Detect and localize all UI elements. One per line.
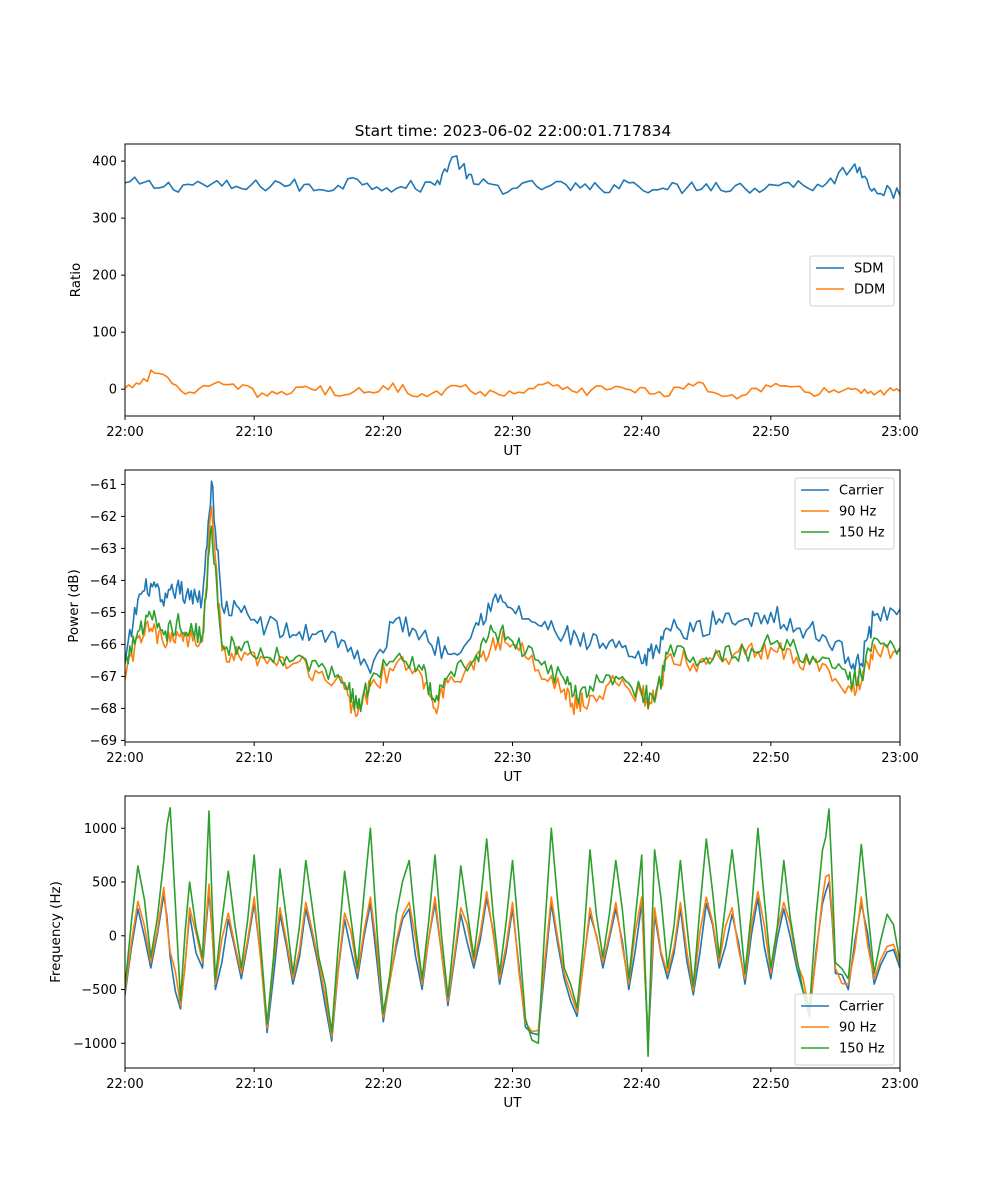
y-tick-label: −64	[90, 574, 117, 589]
x-tick-label: 22:40	[623, 1077, 660, 1092]
chart-panel-2: 22:00 22:10 22:20 22:30 22:40 22:50 23:00 −69 −6…	[66, 469, 919, 785]
y-axis-label: Power (dB)	[66, 569, 82, 642]
y-tick-label: −500	[81, 983, 117, 998]
x-tick-label: 22:50	[752, 1077, 789, 1092]
x-tick-label: 23:00	[881, 1077, 918, 1092]
x-tick-label: 22:20	[365, 1077, 402, 1092]
series-line-ddm	[125, 369, 900, 400]
y-tick-label: 0	[109, 929, 117, 944]
legend-label: 150 Hz	[839, 1042, 885, 1057]
y-axis-label: Ratio	[68, 263, 84, 298]
x-axis-label: UT	[503, 769, 522, 785]
y-tick-label: −65	[90, 606, 117, 621]
y-axis-label: Frequency (Hz)	[48, 881, 64, 983]
y-tick-label: −61	[90, 478, 117, 493]
legend-label: Carrier	[839, 1000, 884, 1015]
x-tick-label: 22:00	[106, 425, 143, 440]
plot-frame	[124, 143, 901, 417]
y-tick-label: 400	[92, 155, 117, 170]
y-tick-label: −62	[90, 510, 117, 525]
series-line-90-hz	[125, 506, 900, 718]
x-tick-label: 22:20	[365, 751, 402, 766]
legend: Carrier 90 Hz 150 Hz	[794, 993, 895, 1066]
y-tick-label: −67	[90, 670, 117, 685]
y-tick-label: 0	[109, 383, 117, 398]
chart-panel-1: 22:00 22:10 22:20 22:30 22:40 22:50 23:00 0 100 2…	[68, 143, 919, 459]
legend-label: 150 Hz	[839, 526, 885, 541]
legend-label: SDM	[854, 262, 883, 277]
y-tick-label: 300	[92, 212, 117, 227]
x-tick-label: 22:20	[365, 425, 402, 440]
figure-title: Start time: 2023-06-02 22:00:01.717834	[355, 122, 672, 140]
series-line-sdm	[125, 155, 900, 200]
legend: Carrier 90 Hz 150 Hz	[794, 477, 895, 550]
x-tick-label: 22:50	[752, 425, 789, 440]
x-tick-label: 22:40	[623, 751, 660, 766]
legend: SDM DDM	[809, 255, 895, 307]
y-tick-label: −66	[90, 638, 117, 653]
y-tick-label: 500	[92, 876, 117, 891]
series-line-90-hz	[125, 873, 900, 1038]
x-tick-label: 22:30	[494, 1077, 531, 1092]
x-tick-label: 22:10	[235, 425, 272, 440]
y-tick-label: −69	[90, 734, 117, 749]
series-line-carrier	[125, 480, 900, 674]
y-tick-label: 100	[92, 326, 117, 341]
plot-frame	[124, 795, 901, 1069]
series-line-150-hz	[125, 807, 900, 1057]
y-tick-label: −68	[90, 702, 117, 717]
x-tick-label: 23:00	[881, 425, 918, 440]
x-tick-label: 22:50	[752, 751, 789, 766]
x-tick-label: 22:40	[623, 425, 660, 440]
legend-label: DDM	[854, 283, 885, 298]
y-tick-label: 1000	[84, 822, 117, 837]
y-tick-label: −63	[90, 542, 117, 557]
x-tick-label: 22:00	[106, 751, 143, 766]
x-axis-label: UT	[503, 1095, 522, 1111]
y-tick-label: 200	[92, 269, 117, 284]
legend-label: 90 Hz	[839, 505, 876, 520]
legend-label: 90 Hz	[839, 1021, 876, 1036]
x-tick-label: 22:30	[494, 425, 531, 440]
series-line-150-hz	[125, 525, 900, 713]
x-tick-label: 22:30	[494, 751, 531, 766]
x-tick-label: 22:00	[106, 1077, 143, 1092]
x-tick-label: 22:10	[235, 1077, 272, 1092]
plot-frame	[124, 469, 901, 743]
x-tick-label: 23:00	[881, 751, 918, 766]
x-tick-label: 22:10	[235, 751, 272, 766]
legend-label: Carrier	[839, 484, 884, 499]
x-axis-label: UT	[503, 443, 522, 459]
chart-panel-3: 22:00 22:10 22:20 22:30 22:40 22:50 23:00 −1000…	[48, 795, 919, 1111]
y-tick-label: −1000	[73, 1037, 117, 1052]
